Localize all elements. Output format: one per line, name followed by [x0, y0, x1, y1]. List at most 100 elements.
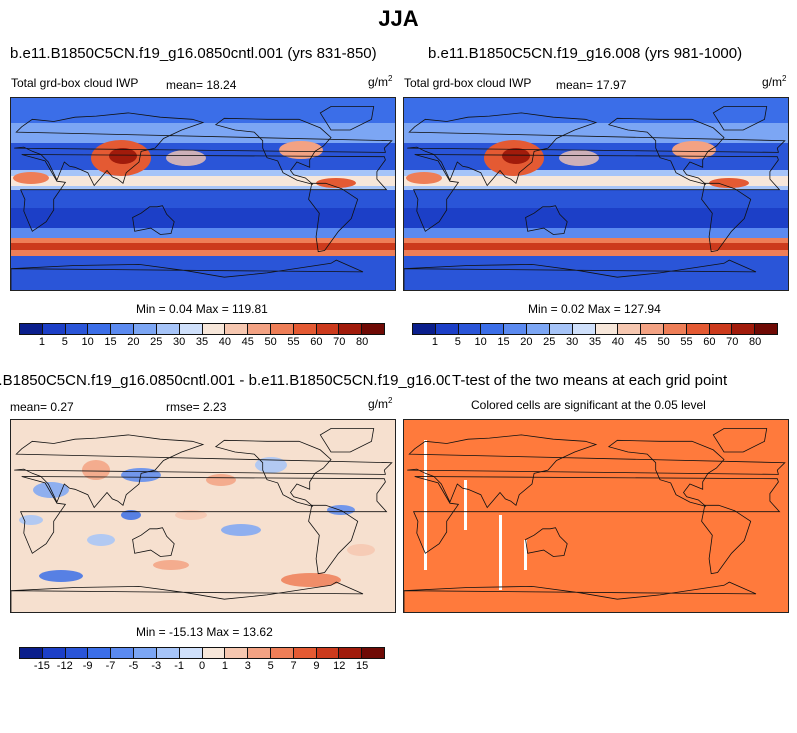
- panel-1-colorbar-swatch-1: [42, 324, 66, 334]
- diff-anomaly-1: [82, 460, 110, 480]
- panel-1-colorbar-swatch-2: [65, 324, 89, 334]
- panel-1-colorbar-swatch-11: [270, 324, 294, 334]
- coastline-6: [11, 259, 364, 290]
- panel-4-field: [404, 420, 788, 612]
- coastline-0: [412, 154, 781, 232]
- panel-2-colorbar-tick-13: 70: [726, 336, 739, 348]
- coastline-5: [712, 106, 768, 131]
- iwp-sh-transition: [404, 228, 788, 238]
- panel-2-variable-label: Total grd-box cloud IWP: [404, 76, 532, 90]
- panel-3-colorbar-tick-0: -15: [33, 660, 50, 672]
- coastline-4: [525, 527, 568, 557]
- panel-1-colorbar-tick-11: 55: [287, 336, 300, 348]
- coastline-6: [404, 581, 757, 612]
- panel-3-colorbar-swatch-9: [225, 648, 249, 658]
- iwp-pacific-patch: [166, 150, 206, 166]
- panel-2-colorbar: [412, 323, 778, 335]
- panel-1-colorbar-tick-8: 40: [218, 336, 231, 348]
- panel-2-colorbar-tick-4: 20: [520, 336, 533, 348]
- panel-3-field: [11, 420, 395, 612]
- panel-3-colorbar-swatch-0: [20, 648, 43, 658]
- iwp-itcz-core: [404, 176, 788, 186]
- panel-1-minmax: Min = 0.04 Max = 119.81: [136, 302, 268, 316]
- iwp-arctic-band: [404, 98, 788, 123]
- panel-3-colorbar-tick-4: -5: [128, 660, 139, 672]
- panel-4-subtitle: Colored cells are significant at the 0.0…: [471, 398, 706, 412]
- panel-2-colorbar-swatch-11: [663, 324, 687, 334]
- diff-anomaly-3: [206, 474, 236, 486]
- iwp-itcz-core: [11, 176, 395, 186]
- panel-2-colorbar-tick-10: 50: [657, 336, 670, 348]
- coastline-5: [712, 428, 768, 453]
- iwp-sh-storm-core: [404, 243, 788, 250]
- panel-1-colorbar-swatch-9: [225, 324, 249, 334]
- panel-1-colorbar-tick-14: 80: [356, 336, 369, 348]
- panel-1-field: [11, 98, 395, 290]
- panel-1-colorbar-swatch-15: [362, 324, 384, 334]
- panel-3-units: g/m2: [368, 396, 393, 411]
- panel-3-colorbar-tick-13: 12: [333, 660, 346, 672]
- panel-2-colorbar-tick-12: 60: [703, 336, 716, 348]
- panel-1-colorbar-swatch-8: [202, 324, 226, 334]
- panel-1-colorbar-swatch-6: [156, 324, 180, 334]
- panel-3-colorbar-swatch-15: [362, 648, 384, 658]
- ttest-insignificant-cell-0: [464, 480, 467, 530]
- panel-1-colorbar-swatch-5: [134, 324, 157, 334]
- diff-anomaly-6: [281, 573, 341, 587]
- panel-3-colorbar-swatch-3: [88, 648, 112, 658]
- iwp-africa-itcz: [13, 172, 49, 184]
- iwp-subtropic-band: [404, 208, 788, 228]
- panel-3-colorbar-tick-8: 1: [221, 660, 228, 672]
- panel-1-colorbar-tick-3: 15: [104, 336, 117, 348]
- panel-2-colorbar-swatch-8: [595, 324, 619, 334]
- ttest-insignificant-cell-7: [499, 515, 502, 590]
- diff-anomaly-12: [175, 510, 207, 520]
- panel-2-colorbar-ticks: 1 5 10 15 20 25 30 35 40 45 50 55 60 70 80: [412, 336, 778, 350]
- panel-1-colorbar-swatch-7: [179, 324, 203, 334]
- coastline-0: [19, 154, 388, 232]
- panel-1-colorbar-tick-2: 10: [81, 336, 94, 348]
- panel-2-colorbar-swatch-10: [641, 324, 664, 334]
- panel-3-colorbar-tick-9: 3: [244, 660, 251, 672]
- panel-2-colorbar-tick-6: 30: [566, 336, 579, 348]
- coastline-3: [308, 504, 359, 575]
- iwp-subtropic-band: [11, 208, 395, 228]
- diff-anomaly-13: [121, 510, 141, 520]
- panel-2-colorbar-swatch-9: [618, 324, 642, 334]
- panel-3-colorbar-swatch-1: [42, 648, 66, 658]
- ttest-significant-fill: [404, 420, 788, 612]
- coastline-4: [525, 205, 568, 235]
- coastline-0: [19, 476, 388, 554]
- diff-anomaly-14: [347, 544, 375, 556]
- panel-2-colorbar-swatch-6: [549, 324, 573, 334]
- panel-3-map: [10, 419, 396, 613]
- panel-1-colorbar-swatch-0: [20, 324, 43, 334]
- panel-2-colorbar-swatch-0: [413, 324, 436, 334]
- panel-3-colorbar-swatch-12: [293, 648, 317, 658]
- panel-3-colorbar-tick-2: -9: [82, 660, 93, 672]
- panel-3-colorbar-swatch-5: [134, 648, 157, 658]
- diff-anomaly-10: [327, 505, 355, 515]
- coastline-2: [214, 439, 332, 507]
- panel-2-colorbar-tick-8: 40: [611, 336, 624, 348]
- panel-2-colorbar-tick-11: 55: [680, 336, 693, 348]
- iwp-africa-itcz: [406, 172, 442, 184]
- panel-1-colorbar-swatch-12: [293, 324, 317, 334]
- coastline-3: [308, 182, 359, 253]
- panel-2-minmax: Min = 0.02 Max = 127.94: [528, 302, 661, 316]
- panel-2-colorbar-tick-2: 10: [474, 336, 487, 348]
- iwp-arctic-band: [11, 98, 395, 123]
- panel-2-title: b.e11.B1850C5CN.f19_g16.008 (yrs 981-100…: [428, 45, 743, 62]
- panel-3-colorbar-swatch-7: [179, 648, 203, 658]
- panel-2-colorbar-swatch-15: [755, 324, 777, 334]
- panel-3-title: b.e11.B1850C5CN.f19_g16.0850cntl.001 - b…: [0, 372, 450, 389]
- panel-4-map: [403, 419, 789, 613]
- panel-1-colorbar-tick-6: 30: [173, 336, 186, 348]
- panel-3-colorbar: [19, 647, 385, 659]
- panel-1-map: [10, 97, 396, 291]
- ttest-insignificant-cell-1: [524, 540, 527, 570]
- panel-1-colorbar-ticks: 1 5 10 15 20 25 30 35 40 45 50 55 60 70 80: [19, 336, 385, 350]
- coastline-1: [407, 112, 786, 187]
- panel-1-mean: mean= 18.24: [166, 78, 237, 92]
- panel-1-colorbar-tick-9: 45: [241, 336, 254, 348]
